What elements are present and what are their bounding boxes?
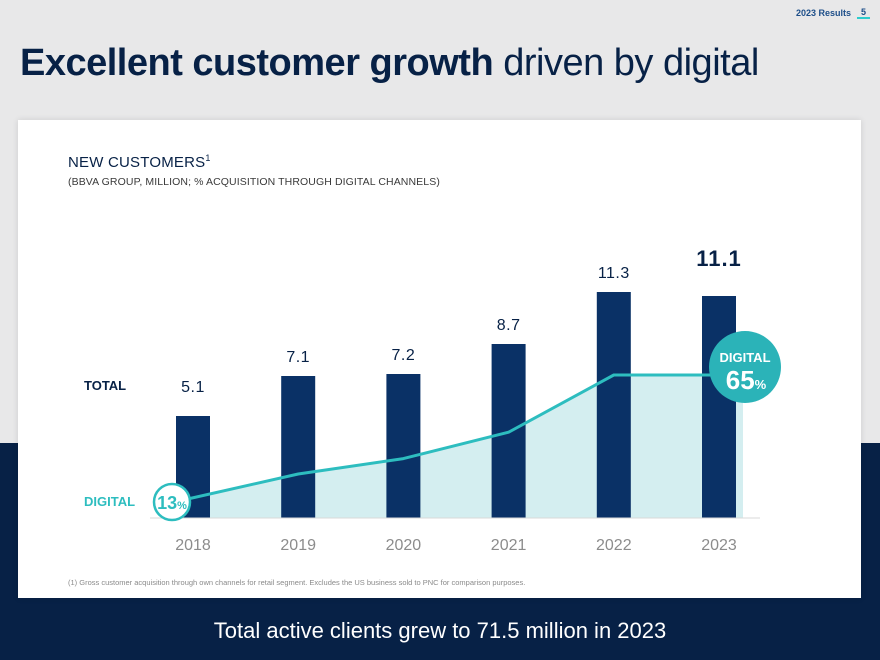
start-badge-text: 13% — [157, 493, 187, 513]
bar-2023 — [702, 296, 736, 518]
section-label: 2023 Results — [795, 8, 851, 18]
x-tick-2019: 2019 — [280, 537, 316, 554]
slide-title-bold: Excellent customer growth — [20, 42, 494, 84]
footnote: (1) Gross customer acquisition through o… — [68, 578, 526, 587]
value-label-2023: 11.1 — [696, 246, 742, 271]
slide-title-light: driven by digital — [503, 42, 759, 84]
value-label-2021: 8.7 — [497, 317, 521, 334]
end-badge-value: 65% — [726, 365, 767, 395]
x-tick-2023: 2023 — [701, 537, 737, 554]
bar-2020 — [386, 374, 421, 518]
chart-title-sup: 1 — [205, 153, 211, 163]
x-tick-2022: 2022 — [596, 537, 632, 554]
x-tick-2018: 2018 — [175, 537, 211, 554]
chart-title-text: NEW CUSTOMERS — [68, 154, 206, 171]
x-tick-2021: 2021 — [491, 537, 527, 554]
end-badge — [709, 331, 781, 403]
x-tick-2020: 2020 — [386, 537, 422, 554]
chart-subtitle: (BBVA GROUP, MILLION; % ACQUISITION THRO… — [68, 176, 440, 188]
page-number: 5 — [856, 7, 870, 19]
value-label-2019: 7.1 — [286, 349, 310, 366]
value-label-2020: 7.2 — [392, 347, 416, 364]
slide-title: Excellent customer growth driven by digi… — [20, 42, 759, 85]
bar-2022 — [596, 292, 631, 518]
bar-2019 — [281, 376, 316, 518]
series-label-digital: DIGITAL — [84, 494, 135, 509]
chart-title: NEW CUSTOMERS1 — [68, 153, 211, 171]
bottom-statement: Total active clients grew to 71.5 millio… — [213, 618, 667, 643]
value-label-2022: 11.3 — [598, 265, 630, 282]
start-badge — [152, 482, 192, 522]
end-badge-label: DIGITAL — [719, 350, 770, 365]
digital-line — [169, 373, 743, 505]
value-label-2018: 5.1 — [181, 379, 205, 396]
series-label-total: TOTAL — [84, 378, 126, 393]
header-meta: 2023 Results 5 — [796, 7, 870, 19]
